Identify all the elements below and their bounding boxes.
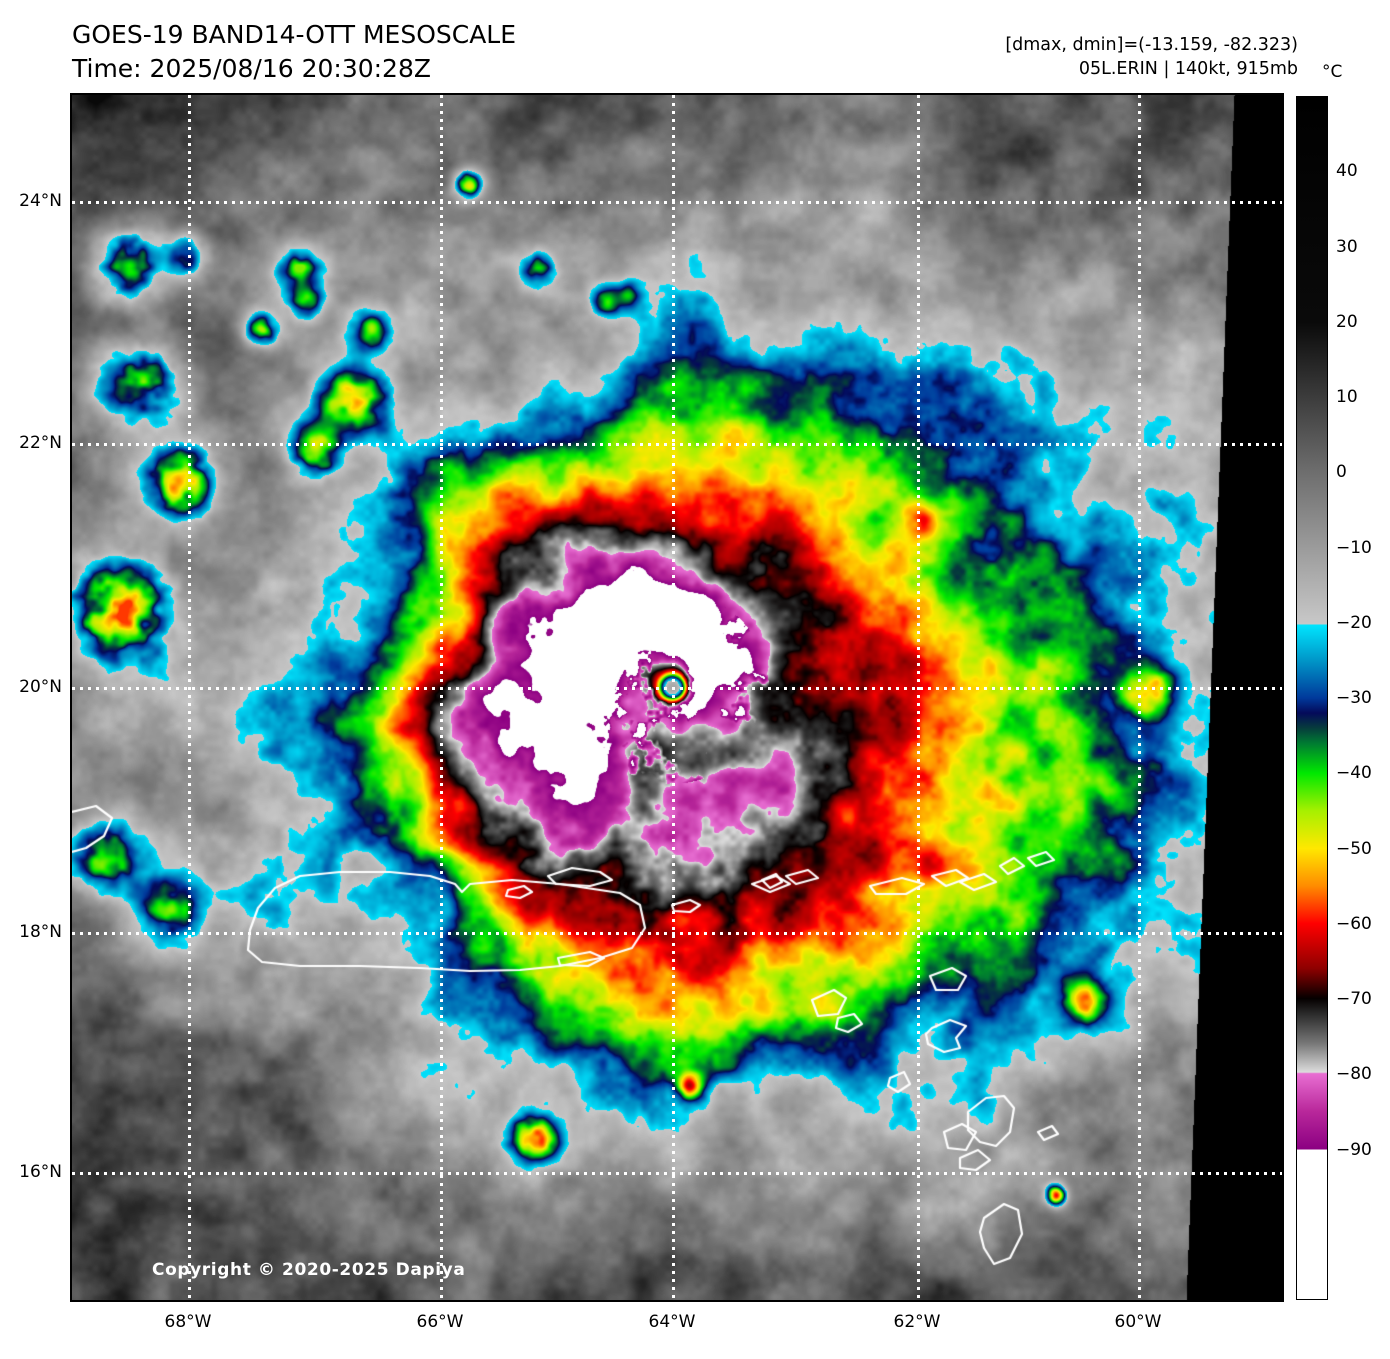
colorbar-tick: −20: [1336, 612, 1372, 633]
colorbar-tick: 10: [1336, 387, 1358, 407]
longitude-tick-label: 64°W: [648, 1312, 696, 1332]
dmax-dmin-label: [dmax, dmin]=(-13.159, -82.323): [1005, 35, 1298, 55]
gridline-meridian: [1138, 95, 1141, 1300]
colorbar-tick: −90: [1336, 1139, 1372, 1160]
colorbar-tick: −10: [1336, 537, 1372, 558]
gridline-meridian: [440, 95, 443, 1300]
gridline-meridian: [672, 95, 675, 1300]
scene-metadata: [dmax, dmin]=(-13.159, -82.323) 05L.ERIN …: [1005, 33, 1298, 81]
gridline-parallel: [72, 932, 1282, 935]
latitude-tick-label: 16°N: [19, 1162, 62, 1182]
colorbar-tick: −40: [1336, 763, 1372, 784]
latitude-tick-label: 24°N: [19, 191, 62, 211]
gridline-parallel: [72, 201, 1282, 204]
gridline-parallel: [72, 1172, 1282, 1175]
colorbar-tick: 30: [1336, 236, 1358, 257]
storm-info-label: 05L.ERIN | 140kt, 915mb: [1078, 59, 1298, 79]
infrared-imagery-canvas: [72, 95, 1282, 1300]
gridline-parallel: [72, 443, 1282, 446]
page-title: GOES-19 BAND14-OTT MESOSCALE Time: 2025/0…: [72, 18, 516, 86]
longitude-tick-label: 62°W: [893, 1312, 941, 1332]
latitude-tick-label: 22°N: [19, 433, 62, 453]
colorbar-tick: −80: [1336, 1064, 1372, 1085]
longitude-tick-label: 66°W: [416, 1312, 464, 1332]
colorbar-tick: 0: [1336, 462, 1347, 483]
colorbar-tick: 20: [1336, 311, 1358, 332]
temperature-colorbar[interactable]: [1296, 96, 1328, 1300]
colorbar-tick: −50: [1336, 838, 1372, 859]
latitude-tick-label: 18°N: [19, 922, 62, 942]
colorbar-tick: −30: [1336, 688, 1372, 708]
colorbar-tick: −70: [1336, 989, 1372, 1009]
copyright-notice: Copyright © 2020-2025 Dapiya: [152, 1260, 466, 1280]
colorbar-tick: −60: [1336, 913, 1372, 934]
satellite-image-plot[interactable]: Copyright © 2020-2025 Dapiya: [72, 95, 1282, 1300]
product-title: GOES-19 BAND14-OTT MESOSCALE: [72, 20, 517, 49]
longitude-tick-label: 68°W: [164, 1312, 212, 1332]
longitude-tick-label: 60°W: [1114, 1312, 1162, 1332]
latitude-tick-label: 20°N: [19, 677, 62, 697]
gridline-meridian: [917, 95, 920, 1300]
gridline-parallel: [72, 687, 1282, 690]
colorbar-tick: 40: [1336, 161, 1358, 182]
colorbar-unit-label: °C: [1322, 62, 1343, 82]
gridline-meridian: [188, 95, 191, 1300]
timestamp-label: Time: 2025/08/16 20:30:28Z: [72, 54, 431, 83]
